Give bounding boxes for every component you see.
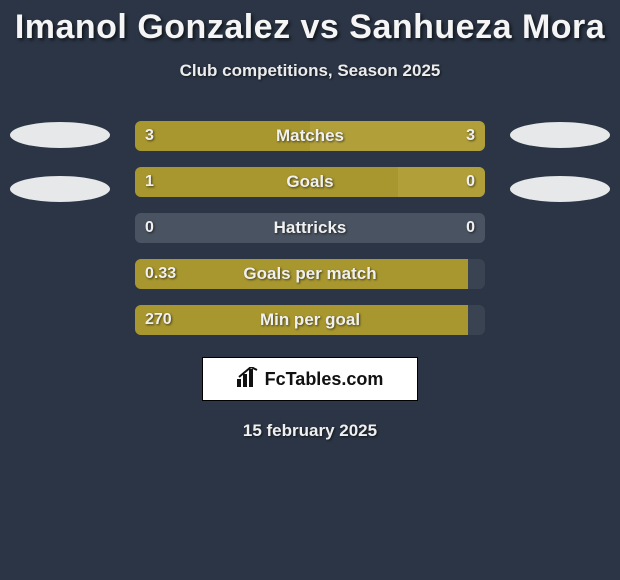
footer-date: 15 february 2025 bbox=[0, 421, 620, 441]
comparison-bars: 3Matches3 1Goals0 0Hattricks0 0.33Goals per… bbox=[0, 121, 620, 335]
stat-bar: 1Goals0 bbox=[135, 167, 485, 197]
stat-bar-left-segment bbox=[135, 305, 468, 335]
stat-bar-left-segment bbox=[135, 167, 398, 197]
logo-text: FcTables.com bbox=[265, 369, 384, 390]
page-title: Imanol Gonzalez vs Sanhueza Mora bbox=[0, 0, 620, 47]
stat-bar: 270Min per goal bbox=[135, 305, 485, 335]
stat-bar-left-segment bbox=[135, 121, 310, 151]
chart-icon bbox=[237, 367, 259, 392]
stat-bar-right-segment bbox=[398, 167, 486, 197]
stat-bar-left-segment bbox=[135, 213, 485, 243]
stat-bar-right-segment bbox=[310, 121, 485, 151]
stat-bar-left-segment bbox=[135, 259, 468, 289]
page-subtitle: Club competitions, Season 2025 bbox=[0, 61, 620, 81]
logo-box: FcTables.com bbox=[202, 357, 418, 401]
stat-bar: 0.33Goals per match bbox=[135, 259, 485, 289]
stat-bar: 3Matches3 bbox=[135, 121, 485, 151]
stat-bar: 0Hattricks0 bbox=[135, 213, 485, 243]
